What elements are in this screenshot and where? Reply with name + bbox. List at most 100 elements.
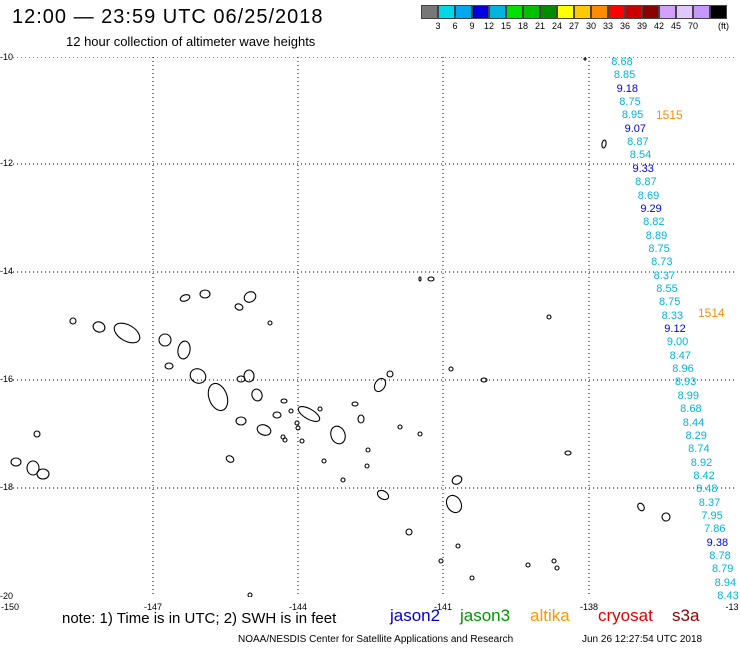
map-title: 12:00 — 23:59 UTC 06/25/2018 xyxy=(12,6,324,28)
swh-value: 8.55 xyxy=(656,282,678,295)
footnote: note: 1) Time is in UTC; 2) SWH is in fe… xyxy=(62,610,337,627)
island-outline xyxy=(256,424,272,436)
longitude-label: -150 xyxy=(0,602,20,612)
island-outline xyxy=(299,438,305,444)
color-scale-tick: 3 xyxy=(435,21,441,31)
color-scale-tick: 36 xyxy=(619,21,631,31)
map-svg xyxy=(9,56,736,598)
color-swatch xyxy=(472,5,489,19)
color-swatch xyxy=(659,5,676,19)
island-outline xyxy=(225,455,235,463)
island-outline xyxy=(164,362,174,370)
island-outline xyxy=(92,321,106,333)
island-outline xyxy=(295,425,301,431)
swh-value: 8.54 xyxy=(629,149,652,162)
color-scale-tick: 6 xyxy=(452,21,458,31)
color-swatch xyxy=(489,5,506,19)
swh-value: 8.87 xyxy=(627,136,649,149)
island-outline xyxy=(235,416,247,426)
swh-value: 8.75 xyxy=(619,96,641,108)
color-scale-tick: 30 xyxy=(585,21,597,31)
swh-value: 8.87 xyxy=(635,176,657,189)
color-swatch xyxy=(642,5,659,19)
island-outline xyxy=(373,377,387,393)
color-scale-tick: 12 xyxy=(483,21,495,31)
island-outline xyxy=(243,369,255,383)
swh-value: 8.68 xyxy=(680,403,702,416)
swh-value: 8.37 xyxy=(653,269,676,282)
island-outline xyxy=(438,558,444,564)
island-outline xyxy=(69,317,77,325)
island-outline xyxy=(564,450,572,456)
swh-value: 8.82 xyxy=(643,216,665,229)
swh-value: 9.18 xyxy=(616,82,639,95)
swh-value: 9.33 xyxy=(632,162,654,175)
island-outline xyxy=(601,139,607,149)
color-scale-tick: 70 xyxy=(687,21,699,31)
swh-value: 8.92 xyxy=(690,456,713,469)
color-scale-tick: 39 xyxy=(636,21,648,31)
legend-cryosat: cryosat xyxy=(598,606,653,625)
swh-value: 8.68 xyxy=(611,56,633,68)
island-outline xyxy=(405,528,413,536)
color-scale-tick: 15 xyxy=(500,21,512,31)
color-scale-tick: 24 xyxy=(551,21,563,31)
island-outline xyxy=(364,463,370,469)
color-scale-tick: 9 xyxy=(469,21,475,31)
swh-value: 9.29 xyxy=(640,202,662,215)
island-outline xyxy=(546,314,552,320)
color-swatch xyxy=(421,5,438,19)
color-scale-legend xyxy=(421,5,727,19)
color-swatch xyxy=(438,5,455,19)
island-outline xyxy=(179,294,191,302)
color-swatch xyxy=(625,5,642,19)
longitude-label: -144 xyxy=(288,602,308,612)
latitude-label: -20 xyxy=(0,591,14,601)
color-scale-tick: 27 xyxy=(568,21,580,31)
island-outline xyxy=(177,340,191,360)
island-outline xyxy=(288,408,294,414)
swh-value: 8.74 xyxy=(688,443,710,456)
legend-altika: altika xyxy=(530,606,570,625)
swh-value: 8.29 xyxy=(685,429,707,442)
swh-value: 8.93 xyxy=(674,376,697,389)
swh-value: 8.95 xyxy=(621,109,644,122)
longitude-label: -141 xyxy=(433,602,453,612)
latitude-label: -18 xyxy=(0,482,14,492)
color-scale-tick: 18 xyxy=(517,21,529,31)
island-outline xyxy=(637,502,645,512)
island-outline xyxy=(455,543,461,549)
swh-value: 8.85 xyxy=(613,69,636,82)
island-outline xyxy=(661,512,671,522)
longitude-label: -147 xyxy=(143,602,163,612)
swh-value: 8.33 xyxy=(661,309,684,322)
island-outline xyxy=(427,276,435,282)
island-outline xyxy=(294,420,300,426)
swh-value: 8.75 xyxy=(648,242,670,255)
color-swatch xyxy=(506,5,523,19)
island-outline xyxy=(321,458,327,464)
swh-value: 7.86 xyxy=(704,523,726,536)
color-scale-tick: 33 xyxy=(602,21,614,31)
island-outline xyxy=(386,370,394,378)
swh-value: 9.00 xyxy=(666,336,689,349)
swh-value: 8.42 xyxy=(693,469,715,482)
island-outline xyxy=(357,414,365,424)
island-outline xyxy=(376,489,390,501)
map-subtitle: 12 hour collection of altimeter wave hei… xyxy=(66,34,316,49)
island-outline xyxy=(554,565,560,571)
island-outline xyxy=(469,575,475,581)
island-outline xyxy=(480,377,488,383)
island-outline xyxy=(297,406,321,422)
color-swatch xyxy=(557,5,574,19)
island-outline xyxy=(330,425,346,445)
island-outline xyxy=(267,320,273,326)
island-outline xyxy=(282,437,288,443)
credit-line: NOAA/NESDIS Center for Satellite Applica… xyxy=(238,634,514,645)
island-outline xyxy=(26,460,40,476)
color-scale-tick: 42 xyxy=(653,21,665,31)
island-outline xyxy=(397,424,403,430)
swh-value: 8.43 xyxy=(717,590,739,602)
pass-label-1514: 1514 xyxy=(698,306,725,320)
color-scale-tick: 21 xyxy=(534,21,546,31)
